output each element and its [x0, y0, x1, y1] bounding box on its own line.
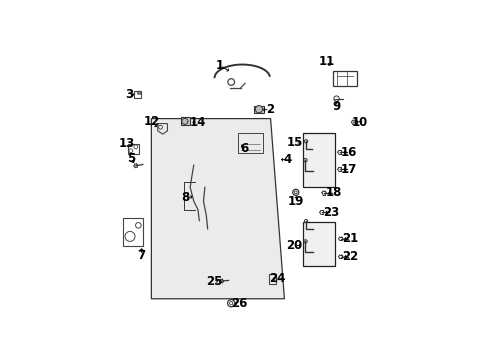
Text: 26: 26: [230, 297, 246, 310]
Text: 14: 14: [189, 116, 206, 129]
Text: 4: 4: [284, 153, 291, 166]
Bar: [181, 117, 190, 125]
Text: 25: 25: [205, 275, 222, 288]
Text: 6: 6: [240, 142, 248, 155]
Bar: [268, 274, 276, 284]
Bar: [253, 105, 264, 113]
Bar: [134, 91, 141, 98]
Text: 7: 7: [137, 249, 145, 262]
Text: 9: 9: [332, 100, 340, 113]
Text: 12: 12: [144, 115, 160, 128]
Text: 2: 2: [265, 103, 273, 116]
Text: 16: 16: [340, 146, 356, 159]
Text: 11: 11: [318, 55, 334, 68]
Text: 17: 17: [340, 163, 356, 176]
Text: 21: 21: [341, 232, 357, 245]
Text: 13: 13: [119, 137, 135, 150]
Text: 10: 10: [351, 116, 367, 129]
Circle shape: [137, 91, 141, 94]
Text: 5: 5: [126, 152, 135, 165]
Polygon shape: [151, 118, 284, 299]
Bar: [332, 71, 356, 86]
Bar: [238, 133, 263, 153]
Text: 24: 24: [269, 272, 285, 285]
Text: 20: 20: [285, 239, 302, 252]
Text: 22: 22: [341, 250, 357, 263]
Bar: [302, 222, 334, 266]
Bar: [302, 133, 334, 187]
Text: 1: 1: [216, 59, 224, 72]
Text: 8: 8: [181, 190, 189, 203]
Bar: [128, 144, 139, 154]
Text: 19: 19: [287, 195, 304, 208]
Text: 15: 15: [286, 136, 303, 149]
Circle shape: [255, 105, 262, 113]
Text: 3: 3: [125, 88, 133, 101]
Text: 18: 18: [325, 186, 341, 199]
Circle shape: [182, 118, 187, 125]
Text: 23: 23: [322, 206, 339, 219]
Bar: [123, 219, 143, 246]
